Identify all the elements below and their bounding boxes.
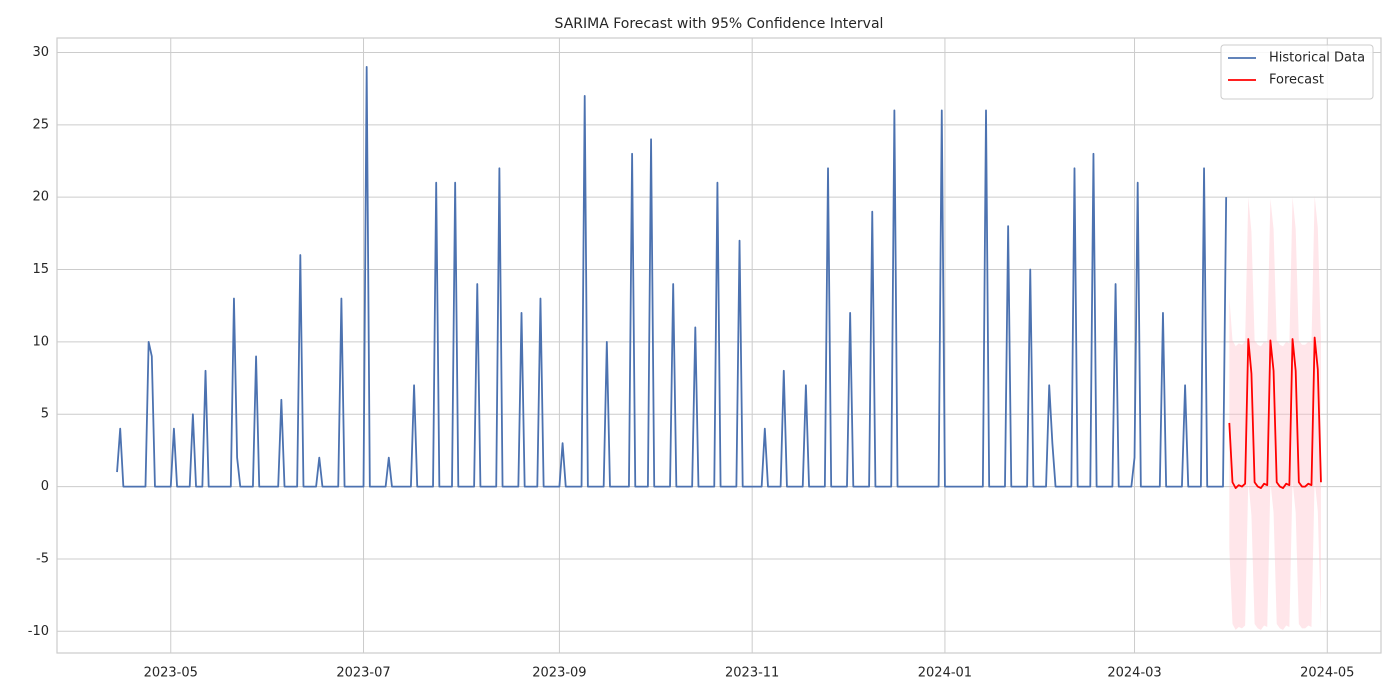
legend: Historical Data Forecast [1220, 44, 1374, 100]
y-tick-label: -10 [28, 624, 49, 639]
x-tick-label: 2024-03 [1107, 666, 1161, 681]
legend-label: Forecast [1269, 73, 1324, 88]
y-tick-label: 10 [32, 334, 49, 349]
chart-title: SARIMA Forecast with 95% Confidence Inte… [555, 16, 884, 32]
y-tick-label: 30 [32, 45, 49, 60]
plot-frame [56, 37, 1382, 654]
x-tick-label: 2023-11 [725, 666, 779, 681]
y-tick-label: 15 [32, 262, 49, 277]
legend-box [1220, 44, 1374, 100]
x-tick-label: 2024-05 [1300, 666, 1354, 681]
x-tick-label: 2024-01 [918, 666, 972, 681]
y-tick-label: 5 [41, 407, 49, 422]
y-tick-label: -5 [36, 551, 49, 566]
y-tick-label: 25 [32, 117, 49, 132]
legend-label: Historical Data [1269, 51, 1365, 66]
series-line [116, 66, 1228, 488]
y-tick-label: 20 [32, 190, 49, 205]
y-tick-label: 0 [41, 479, 49, 494]
x-tick-label: 2023-05 [144, 666, 198, 681]
x-tick-label: 2023-09 [532, 666, 586, 681]
x-tick-label: 2023-07 [336, 666, 390, 681]
series-line [1228, 336, 1322, 489]
